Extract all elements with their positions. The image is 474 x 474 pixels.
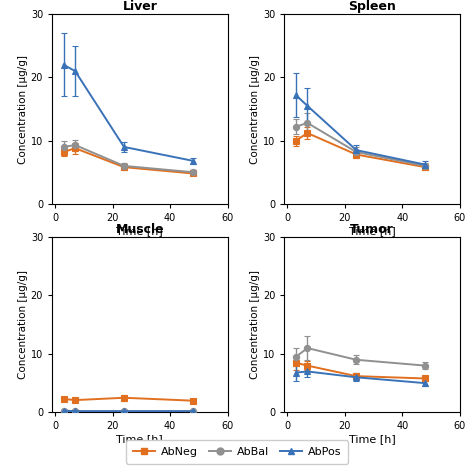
Legend: AbNeg, AbBal, AbPos: AbNeg, AbBal, AbPos (126, 440, 348, 464)
X-axis label: Time [h]: Time [h] (117, 226, 163, 236)
Y-axis label: Concentration [µg/g]: Concentration [µg/g] (250, 270, 260, 379)
Y-axis label: Concentration [µg/g]: Concentration [µg/g] (18, 270, 28, 379)
Title: Spleen: Spleen (348, 0, 396, 13)
X-axis label: Time [h]: Time [h] (117, 434, 163, 444)
X-axis label: Time [h]: Time [h] (349, 434, 395, 444)
Title: Muscle: Muscle (116, 223, 164, 236)
Y-axis label: Concentration [µg/g]: Concentration [µg/g] (18, 55, 28, 164)
Title: Liver: Liver (122, 0, 157, 13)
Y-axis label: Concentration [µg/g]: Concentration [µg/g] (250, 55, 260, 164)
X-axis label: Time [h]: Time [h] (349, 226, 395, 236)
Title: Tumor: Tumor (350, 223, 394, 236)
